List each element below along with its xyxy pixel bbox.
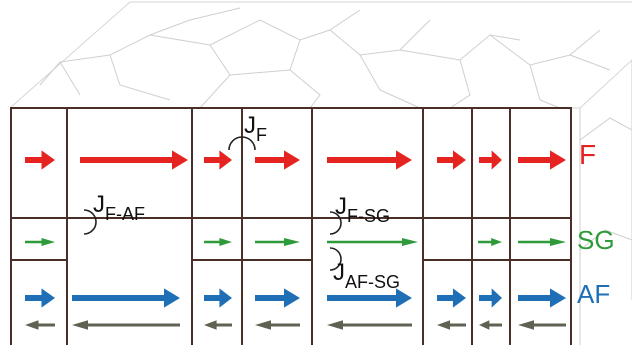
- jfaf-arc-icon: [83, 209, 97, 235]
- block-side-face: [579, 60, 632, 345]
- spinglass-arrow-icon: [327, 238, 418, 246]
- antiferro-arrow-icon: [479, 288, 502, 308]
- jafsg-arc-icon: [329, 247, 342, 271]
- grid-outer: [10, 107, 572, 345]
- antiferro-reverse-arrow-icon: [204, 320, 232, 330]
- grain-boundaries: [39, 7, 611, 109]
- spinglass-arrow-icon: [255, 238, 300, 246]
- layer-label-ferro: F: [579, 139, 596, 170]
- jf-arc-icon: [228, 136, 256, 151]
- antiferro-reverse-arrow-icon: [327, 320, 412, 330]
- ferro-arrow-icon: [80, 150, 188, 170]
- antiferro-arrow-icon: [204, 288, 232, 308]
- layer-label-antiferro: AF: [577, 279, 610, 309]
- layer-label-spinglass: SG: [577, 225, 615, 255]
- antiferro-arrow-icon: [25, 288, 55, 308]
- antiferro-arrow-icon: [327, 288, 412, 308]
- magnetic-moments: [25, 150, 566, 330]
- ferro-arrow-icon: [327, 150, 412, 170]
- antiferro-reverse-arrow-icon: [437, 320, 466, 330]
- antiferro-reverse-arrow-icon: [25, 320, 55, 330]
- spinglass-arrow-icon: [25, 238, 55, 246]
- ferro-arrow-icon: [437, 150, 466, 170]
- antiferro-arrow-icon: [518, 288, 566, 308]
- ferro-arrow-icon: [479, 150, 502, 170]
- jfsg-label: JF-SG: [335, 193, 390, 226]
- ferro-arrow-icon: [255, 150, 300, 170]
- ferro-arrow-icon: [518, 150, 566, 170]
- jafsg-label: JAF-SG: [333, 259, 400, 292]
- spinglass-arrow-icon: [478, 238, 502, 246]
- top-face-outline: [9, 1, 632, 109]
- jf-label: JF: [244, 112, 267, 145]
- antiferro-reverse-arrow-icon: [518, 320, 566, 330]
- side-face-grains: [579, 117, 632, 251]
- coupling-marks: [83, 136, 342, 271]
- antiferro-reverse-arrow-icon: [479, 320, 502, 330]
- ferro-arrow-icon: [25, 150, 55, 170]
- antiferro-arrow-icon: [72, 288, 180, 308]
- block-top-face: [9, 1, 632, 109]
- side-face-outline: [579, 60, 632, 345]
- jfaf-label: JF-AF: [93, 191, 145, 224]
- ferro-arrow-icon: [204, 150, 232, 170]
- antiferro-reverse-arrow-icon: [255, 320, 300, 330]
- antiferro-arrow-icon: [255, 288, 300, 308]
- jfsg-arc-icon: [329, 211, 342, 235]
- antiferro-reverse-arrow-icon: [72, 320, 180, 330]
- spinglass-arrow-icon: [204, 238, 232, 246]
- spinglass-arrow-icon: [518, 238, 566, 246]
- antiferro-arrow-icon: [437, 288, 466, 308]
- front-grid: [10, 107, 572, 345]
- coupling-labels: JF JF-AF JF-SG JAF-SG: [93, 112, 400, 292]
